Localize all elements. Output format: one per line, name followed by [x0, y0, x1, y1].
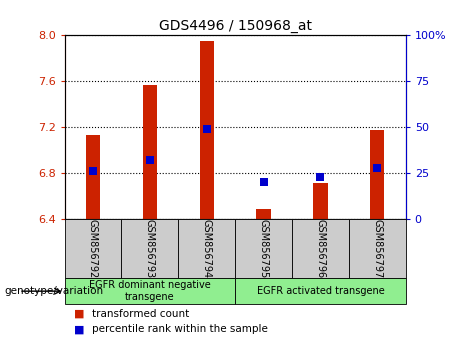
Bar [65, 278, 235, 304]
Bar [143, 85, 157, 219]
Point [89, 168, 97, 174]
Point [260, 179, 267, 184]
Bar [313, 183, 327, 219]
Text: ■: ■ [74, 324, 84, 334]
Point [373, 165, 381, 171]
Text: ■: ■ [74, 309, 84, 319]
Point [317, 174, 324, 180]
Text: GSM856793: GSM856793 [145, 219, 155, 278]
Bar [235, 219, 292, 278]
Text: genotype/variation: genotype/variation [5, 286, 104, 296]
Bar [200, 41, 214, 219]
Bar [86, 136, 100, 219]
Text: EGFR activated transgene: EGFR activated transgene [256, 286, 384, 296]
Text: GSM856795: GSM856795 [259, 219, 269, 278]
Title: GDS4496 / 150968_at: GDS4496 / 150968_at [159, 19, 312, 33]
Point [203, 126, 210, 131]
Bar [292, 219, 349, 278]
Text: percentile rank within the sample: percentile rank within the sample [92, 324, 268, 334]
Bar [256, 209, 271, 219]
Bar [370, 130, 384, 219]
Bar [349, 219, 406, 278]
Text: GSM856794: GSM856794 [201, 219, 212, 278]
Text: EGFR dominant negative
transgene: EGFR dominant negative transgene [89, 280, 211, 302]
Bar [178, 219, 235, 278]
Bar [235, 278, 406, 304]
Point [146, 157, 154, 162]
Bar [121, 219, 178, 278]
Bar [65, 219, 121, 278]
Text: GSM856797: GSM856797 [372, 219, 382, 278]
Text: GSM856792: GSM856792 [88, 219, 98, 278]
Text: transformed count: transformed count [92, 309, 189, 319]
Text: GSM856796: GSM856796 [315, 219, 325, 278]
